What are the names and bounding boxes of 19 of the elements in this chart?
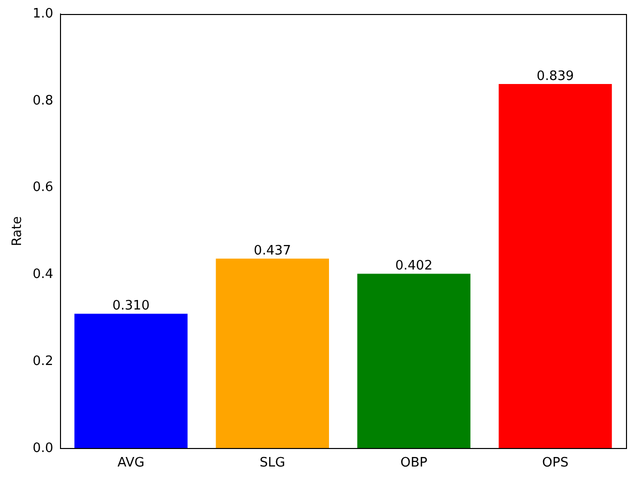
x-tick-label: SLG — [260, 456, 286, 471]
x-tick-label: OBP — [400, 456, 428, 471]
y-tick-label: 0.4 — [32, 267, 54, 282]
bar — [74, 314, 188, 448]
data-label: 0.310 — [112, 298, 150, 314]
y-tick-label: 0.8 — [32, 93, 54, 108]
data-label: 0.437 — [254, 243, 292, 258]
y-axis-title: Rate — [10, 216, 26, 246]
bar — [216, 258, 329, 448]
x-tick-label: OPS — [542, 456, 568, 471]
data-label: 0.839 — [536, 68, 574, 84]
y-tick-label: 0.0 — [32, 440, 54, 456]
y-tick-label: 0.6 — [32, 180, 54, 196]
y-tick-label: 1.0 — [32, 6, 54, 22]
y-tick-label: 0.2 — [32, 354, 54, 369]
bar — [357, 274, 470, 448]
bar — [498, 84, 612, 448]
data-label: 0.402 — [395, 258, 432, 274]
x-tick-label: AVG — [117, 456, 145, 471]
